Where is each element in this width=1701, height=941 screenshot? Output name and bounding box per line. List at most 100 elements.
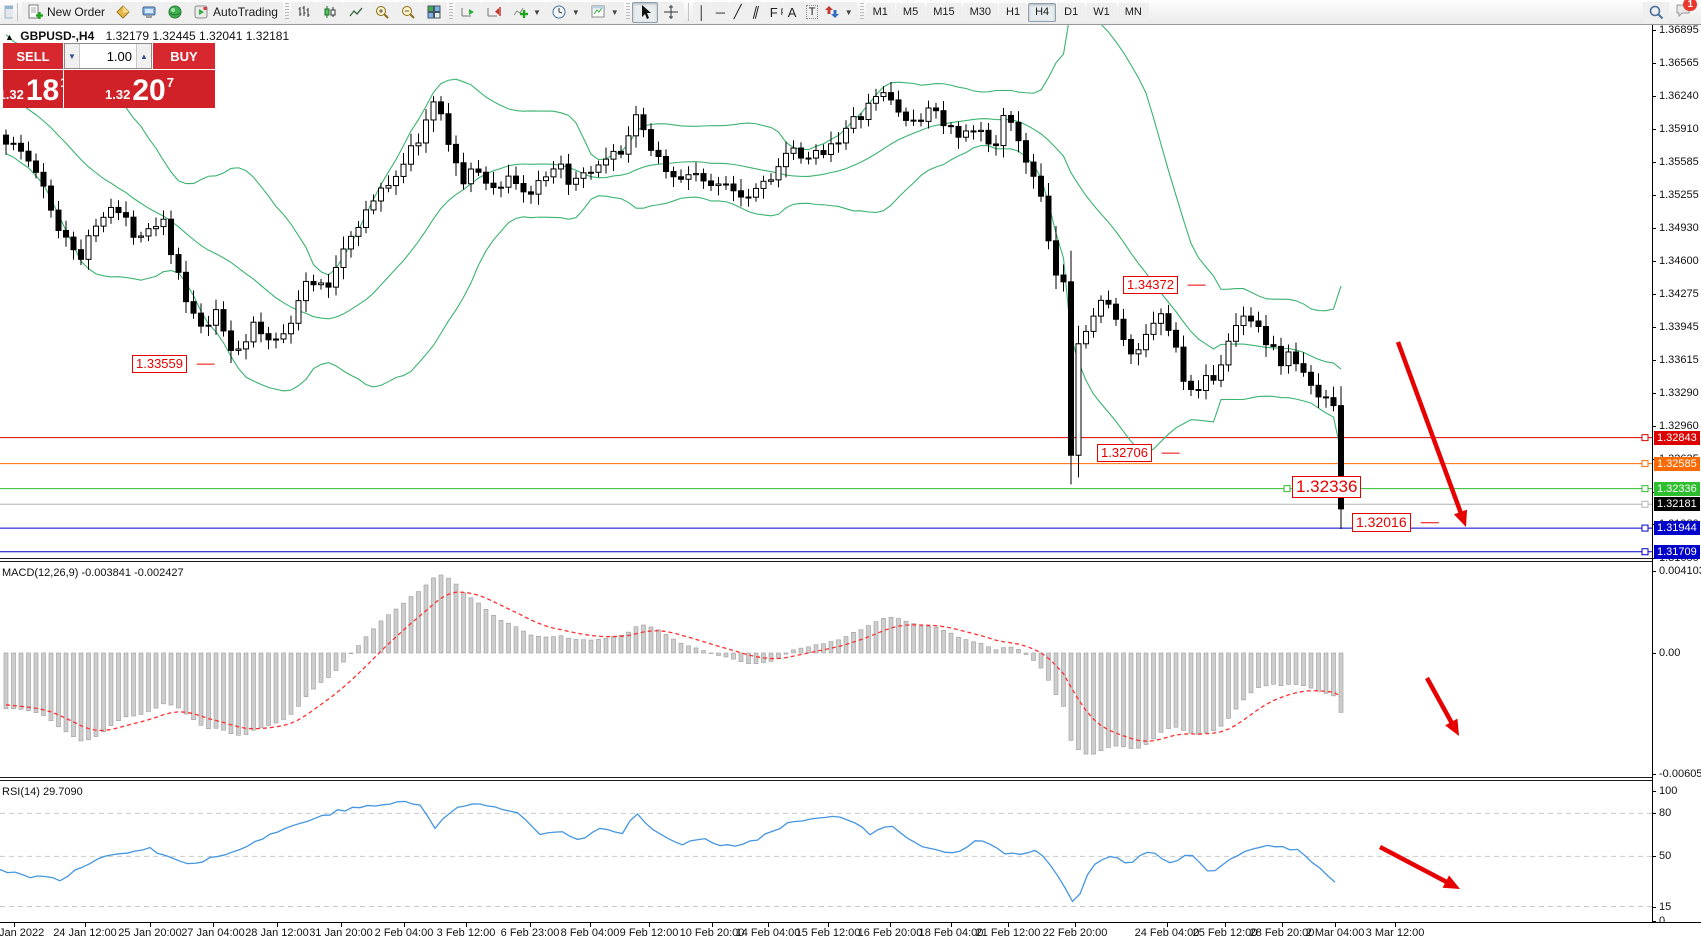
crosshair-button[interactable] — [657, 1, 684, 23]
horizontal-line-tool-button[interactable]: ─ — [710, 1, 729, 23]
time-tick-label: 28 Jan 12:00 — [245, 927, 309, 939]
templates-button[interactable]: ▼ — [584, 1, 624, 23]
print-button[interactable] — [136, 1, 163, 23]
price-annotation[interactable]: 1.32706 — [1097, 444, 1152, 462]
sell-button[interactable]: SELL — [3, 43, 63, 69]
zoom-out-button[interactable] — [394, 1, 421, 23]
axis-tick-mark — [1653, 260, 1656, 262]
arrows-tool-button[interactable]: ▼ — [818, 1, 858, 23]
buy-price-main: 20 — [132, 74, 166, 107]
trendline-tool-button[interactable]: ╱ — [728, 1, 747, 23]
time-tick-label: 22 Feb 20:00 — [1042, 927, 1108, 939]
macd-pane[interactable] — [0, 562, 1652, 778]
rsi-tick-label: 100 — [1659, 785, 1678, 797]
macd-chart[interactable] — [0, 562, 1652, 778]
periods-button[interactable]: ▼ — [545, 1, 585, 23]
pane-divider[interactable] — [0, 558, 1653, 562]
timeframe-button-m15[interactable]: M15 — [926, 2, 962, 22]
price-axis[interactable]: 1.36895 1.36565 1.36240 1.35910 1.35585 1.352… — [1653, 24, 1701, 927]
auto-scroll-button[interactable] — [454, 1, 481, 23]
indicators-button[interactable]: ▼ — [506, 1, 546, 23]
candlestick-chart[interactable] — [0, 25, 1652, 559]
bar-chart-button[interactable] — [290, 1, 317, 23]
time-tick-mark — [1282, 923, 1283, 927]
new-order-button[interactable]: New Order — [22, 1, 111, 23]
trendline-icon: ╱ — [733, 4, 742, 19]
axis-tick-mark — [1653, 392, 1656, 394]
rsi-chart[interactable] — [0, 781, 1652, 922]
autotrading-button[interactable]: AutoTrading — [188, 1, 283, 23]
time-tick-label: 3 Feb 12:00 — [436, 927, 496, 939]
pane-divider[interactable] — [0, 777, 1653, 781]
time-tick-mark — [213, 923, 214, 927]
template-icon — [590, 4, 606, 20]
autotrading-icon — [193, 4, 209, 20]
buy-price-pip: 7 — [166, 75, 174, 90]
chevron-down-icon: ▼ — [844, 7, 853, 17]
time-tick-label: 9 Feb 12:00 — [619, 927, 679, 939]
fibonacci-tool-button[interactable]: FF — [764, 1, 786, 23]
timeframe-button-m5[interactable]: M5 — [895, 2, 926, 22]
price-annotation[interactable]: 1.34372 — [1123, 276, 1178, 294]
cursor-button[interactable] — [631, 1, 658, 23]
time-tick-label: 6 Feb 23:00 — [500, 927, 560, 939]
volume-input[interactable] — [80, 44, 136, 68]
axis-tick-mark — [1653, 359, 1656, 361]
notifications-button[interactable]: 1 — [1675, 0, 1697, 23]
time-tick-mark — [951, 923, 952, 927]
timeframe-button-w1[interactable]: W1 — [1086, 2, 1117, 22]
price-annotation[interactable]: 1.33559 — [132, 355, 187, 373]
metaeditor-button[interactable] — [110, 1, 137, 23]
axis-tick-mark — [1653, 326, 1656, 328]
toolbar-separator — [17, 3, 18, 21]
vertical-line-tool-button[interactable]: │ — [692, 1, 711, 23]
sell-price-main: 18 — [25, 74, 60, 107]
main-chart-pane[interactable] — [0, 25, 1652, 559]
timeframe-button-m30[interactable]: M30 — [962, 2, 999, 22]
candlestick-chart-button[interactable] — [316, 1, 343, 23]
buy-button[interactable]: BUY — [153, 43, 215, 69]
text-tool-button[interactable]: A — [782, 1, 801, 23]
timeframe-button-m1[interactable]: M1 — [865, 2, 895, 22]
chevron-down-icon: ▼ — [571, 7, 580, 17]
time-tick-mark — [1395, 923, 1396, 927]
timeframe-button-h4[interactable]: H4 — [1028, 2, 1057, 22]
price-tick-label: 1.33945 — [1659, 320, 1699, 333]
sell-price-button[interactable]: 1.32 18 1 — [0, 70, 67, 108]
window-icon-partial — [4, 4, 13, 20]
search-button[interactable] — [1643, 1, 1669, 23]
current-price-badge: 1.32181 — [1654, 497, 1700, 512]
axis-tick-mark — [1653, 194, 1656, 196]
timeframe-button-mn[interactable]: MN — [1117, 2, 1149, 22]
print-icon — [141, 4, 157, 20]
time-tick-mark — [1167, 923, 1168, 927]
chart-shift-button[interactable] — [480, 1, 507, 23]
axis-tick-mark — [1653, 95, 1656, 97]
price-annotation[interactable]: 1.32016 — [1352, 513, 1411, 532]
time-tick-mark — [466, 923, 467, 927]
tile-windows-button[interactable] — [420, 1, 447, 23]
text-label-tool-button[interactable]: T — [800, 1, 819, 23]
level-price-badge: 1.32585 — [1654, 456, 1700, 471]
axis-tick-mark — [1653, 30, 1656, 31]
timeframe-button-d1[interactable]: D1 — [1057, 2, 1086, 22]
buy-price-button[interactable]: 1.32 20 7 — [64, 70, 215, 108]
price-annotation[interactable]: 1.32336 — [1292, 476, 1362, 499]
price-tick-label: 1.36895 — [1659, 24, 1699, 36]
time-tick-label: 27 Jan 04:00 — [181, 927, 245, 939]
community-button[interactable] — [162, 1, 189, 23]
rsi-tick-label: 15 — [1659, 900, 1672, 913]
rsi-pane[interactable] — [0, 781, 1652, 922]
rsi-tick-label: 0 — [1659, 915, 1666, 927]
line-chart-button[interactable] — [342, 1, 369, 23]
timeframe-button-h1[interactable]: H1 — [999, 2, 1028, 22]
volume-decrease-button[interactable]: ▼ — [65, 44, 80, 68]
zoom-in-button[interactable] — [368, 1, 395, 23]
macd-tick-label: 0.004103 — [1659, 565, 1701, 578]
volume-increase-button[interactable]: ▲ — [136, 44, 151, 68]
chevron-down-icon: ▼ — [610, 7, 619, 17]
axis-tick-mark — [1653, 791, 1656, 792]
channel-tool-button[interactable]: ∥ — [746, 1, 765, 23]
